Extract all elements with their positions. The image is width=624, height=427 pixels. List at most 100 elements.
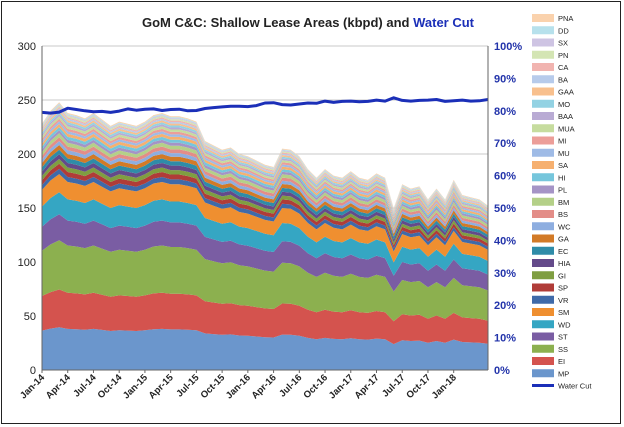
legend-swatch-bs xyxy=(532,210,554,218)
legend-swatch-mo xyxy=(532,99,554,108)
x-tick-label: Apr-16 xyxy=(250,372,279,401)
water-cut-line xyxy=(41,96,489,115)
legend-swatch-mua xyxy=(532,124,554,133)
area-bm xyxy=(42,133,488,230)
legend-label-mua: MUA xyxy=(558,124,575,133)
legend-label-mp: MP xyxy=(558,369,569,378)
y-left-tick-label: 300 xyxy=(18,41,36,53)
legend-label-ei: EI xyxy=(558,357,565,366)
y-right-tick-label: 90% xyxy=(494,73,516,85)
legend-swatch-st xyxy=(532,332,554,341)
legend-label-mi: MI xyxy=(558,137,566,146)
y-right-tick-label: 80% xyxy=(494,106,516,118)
legend-label-gaa: GAA xyxy=(558,88,574,97)
legend-label-ga: GA xyxy=(558,235,569,244)
legend-swatch-mi xyxy=(532,136,554,145)
area-ec xyxy=(42,149,488,240)
x-tick-label: Oct-17 xyxy=(404,372,433,401)
area-ei xyxy=(42,289,488,345)
y-right-tick-label: 10% xyxy=(494,333,516,345)
area-sa xyxy=(42,124,488,224)
x-tick-label: Apr-17 xyxy=(353,372,382,401)
legend-label-ec: EC xyxy=(558,247,569,256)
legend-swatch-ba xyxy=(532,75,554,84)
x-tick-label: Jul-14 xyxy=(71,372,99,400)
legend-label-st: ST xyxy=(558,333,568,342)
legend-swatch-pl xyxy=(532,185,554,194)
legend-swatch-sa xyxy=(532,161,554,169)
y-left-tick-label: 0 xyxy=(30,365,36,377)
legend-swatch-gaa xyxy=(532,87,554,96)
legend-label-wc: WC xyxy=(558,222,571,231)
legend-swatch-ei xyxy=(532,357,554,365)
area-hia xyxy=(42,154,488,243)
x-tick-label: Oct-14 xyxy=(96,372,125,401)
area-ss xyxy=(42,240,488,322)
y-right-tick-label: 100% xyxy=(494,41,522,53)
legend-label-mu: MU xyxy=(558,149,570,158)
x-tick-label: Jan-18 xyxy=(430,372,459,401)
chart-title-main: GoM C&C: Shallow Lease Areas (kbpd) and xyxy=(142,15,413,30)
area-wd xyxy=(42,192,488,276)
legend-swatch-ga xyxy=(532,234,554,243)
y-right-tick-label: 60% xyxy=(494,171,516,183)
area-mp xyxy=(42,327,488,370)
area-st xyxy=(42,214,488,292)
legend-label-mo: MO xyxy=(558,100,570,109)
legend-swatch-hia xyxy=(532,259,554,267)
water-cut-polyline xyxy=(41,96,489,115)
legend-label-dd: DD xyxy=(558,26,569,35)
y-left-tick-label: 150 xyxy=(18,203,36,215)
legend-label-sm: SM xyxy=(558,308,569,317)
legend-swatch-mu xyxy=(532,148,554,157)
area-mua xyxy=(42,116,488,218)
x-tick-label: Oct-15 xyxy=(199,372,228,401)
legend-swatch-pn xyxy=(532,50,554,59)
area-bs xyxy=(42,137,488,232)
x-tick-label: Jan-15 xyxy=(121,372,151,402)
chart-title-water-cut: Water Cut xyxy=(413,15,475,30)
y-left-tick-label: 250 xyxy=(18,95,36,107)
x-tick-label: Jan-17 xyxy=(327,372,356,401)
area-wc xyxy=(42,141,488,234)
y-right-tick-label: 30% xyxy=(494,268,516,280)
area-pl xyxy=(42,130,488,227)
area-mi xyxy=(42,118,488,220)
x-tick-label: Apr-14 xyxy=(44,372,74,402)
legend-label-hia: HIA xyxy=(558,259,571,268)
x-tick-label: Jul-17 xyxy=(380,372,407,399)
legend-label-hi: HI xyxy=(558,173,566,182)
legend-swatch-wc xyxy=(532,222,554,231)
legend-swatch-pna xyxy=(532,14,554,22)
area-baa xyxy=(42,114,488,217)
area-gi xyxy=(42,159,488,246)
legend-swatch-sp xyxy=(532,283,554,292)
legend-swatch-bm xyxy=(532,197,554,206)
area-mo xyxy=(42,112,488,216)
legend-swatch-vr xyxy=(532,295,554,304)
area-hi xyxy=(42,127,488,225)
legend-swatch-sx xyxy=(532,38,554,47)
area-series xyxy=(42,102,488,370)
legend-swatch-mp xyxy=(532,369,554,378)
area-sm xyxy=(42,174,488,263)
x-tick-label: Jul-15 xyxy=(174,372,202,400)
legend: PNA DD SX PN CA BA GAA MO BAA MUA MI MU SA HI PL BM BS WC… xyxy=(532,14,592,391)
legend-label-pn: PN xyxy=(558,51,568,60)
legend-label-vr: VR xyxy=(558,296,569,305)
legend-swatch-dd xyxy=(532,26,554,35)
chart-title: GoM C&C: Shallow Lease Areas (kbpd) and … xyxy=(142,15,475,30)
legend-label-ba: BA xyxy=(558,75,568,84)
y-left-tick-label: 200 xyxy=(18,149,36,161)
legend-swatch-ca xyxy=(532,63,554,71)
legend-label-sp: SP xyxy=(558,284,568,293)
area-vr xyxy=(42,168,488,252)
area-sp xyxy=(42,163,488,249)
legend-swatch-sm xyxy=(532,308,554,316)
legend-label-wd: WD xyxy=(558,320,571,329)
area-mu xyxy=(42,121,488,222)
legend-label-sa: SA xyxy=(558,161,568,170)
legend-label-bm: BM xyxy=(558,198,569,207)
legend-swatch-ec xyxy=(532,246,554,255)
